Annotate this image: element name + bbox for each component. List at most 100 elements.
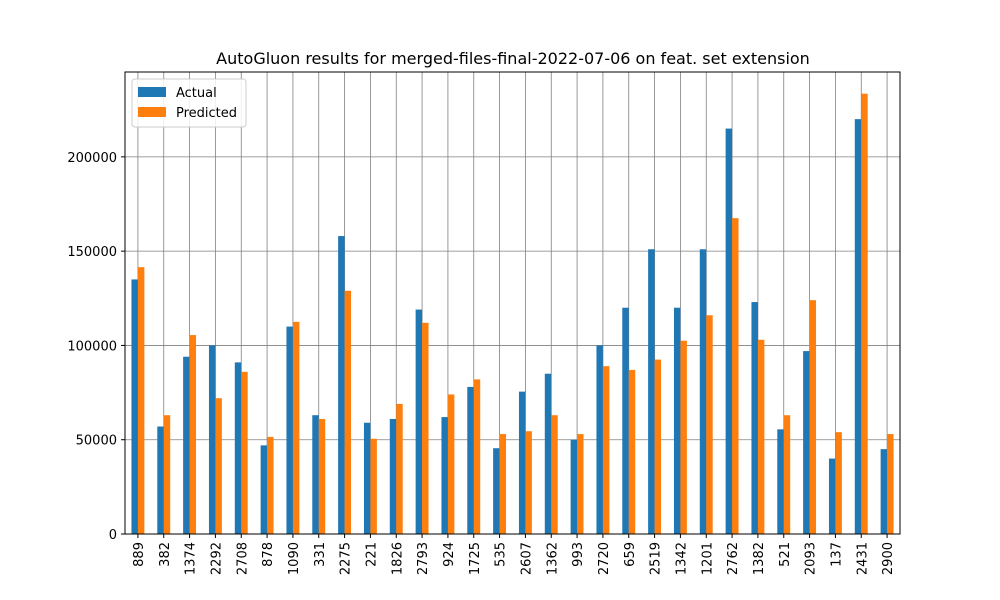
chart-title: AutoGluon results for merged-files-final… <box>216 49 810 68</box>
bar-actual <box>467 386 474 534</box>
bar-actual <box>596 345 603 534</box>
x-tick-label: 2607 <box>519 542 534 575</box>
bar-actual <box>777 429 784 534</box>
x-tick-label: 1826 <box>390 542 405 575</box>
x-tick-label: 137 <box>829 542 844 567</box>
bar-predicted <box>732 218 739 534</box>
bar-actual <box>338 236 345 535</box>
x-tick-label: 924 <box>442 542 457 567</box>
y-tick-label: 150000 <box>67 245 117 260</box>
bar-actual <box>363 422 371 534</box>
bar-actual <box>131 279 138 534</box>
bar-predicted <box>215 398 222 534</box>
bar-predicted <box>473 379 481 534</box>
bar-predicted <box>267 436 274 534</box>
bar-predicted <box>783 415 791 534</box>
bar-predicted <box>861 93 868 534</box>
x-tick-label: 1342 <box>674 542 689 575</box>
x-tick-label: 993 <box>571 542 586 567</box>
bar-predicted <box>525 431 532 534</box>
bar-predicted <box>344 290 352 534</box>
legend-label-actual: Actual <box>176 86 217 101</box>
bar-actual <box>751 302 758 534</box>
bar-actual <box>880 449 888 534</box>
legend: Actual Predicted <box>131 78 247 128</box>
y-tick-label: 50000 <box>76 434 117 449</box>
bar-actual <box>725 128 733 535</box>
bar-actual <box>389 418 397 534</box>
bar-actual <box>286 326 293 534</box>
bar-predicted <box>447 394 455 534</box>
bar-actual <box>415 309 423 534</box>
bar-predicted <box>577 434 584 534</box>
x-tick-label: 1374 <box>184 542 199 575</box>
bar-predicted <box>499 434 507 534</box>
x-tick-label: 1090 <box>287 542 302 575</box>
bar-predicted <box>422 322 429 534</box>
bar-actual <box>544 373 552 534</box>
bar-predicted <box>137 267 145 534</box>
bar-predicted <box>292 321 300 534</box>
x-tick-label: 2762 <box>726 542 741 575</box>
bar-predicted <box>318 418 326 534</box>
bar-predicted <box>706 315 713 534</box>
x-tick-label: 2720 <box>597 542 612 575</box>
bar-predicted <box>835 432 842 534</box>
bar-actual <box>518 391 526 534</box>
bar-predicted <box>654 359 662 534</box>
bar-actual <box>234 362 242 534</box>
bar-predicted <box>189 335 197 534</box>
bar-predicted <box>887 434 894 534</box>
bar-actual <box>828 458 836 534</box>
bar-actual <box>157 426 164 534</box>
x-tick-label: 889 <box>132 542 147 567</box>
y-tick-label: 0 <box>109 528 117 543</box>
bar-predicted <box>628 369 636 534</box>
x-tick-label: 331 <box>313 542 328 567</box>
x-tick-label: 1362 <box>545 542 560 575</box>
bar-predicted <box>370 438 377 534</box>
bar-actual <box>570 439 578 534</box>
x-tick-label: 2519 <box>649 542 664 575</box>
bar-predicted <box>163 415 171 534</box>
y-axis: 0 50000 100000 150000 200000 <box>67 151 125 543</box>
x-tick-label: 2275 <box>339 542 354 575</box>
x-tick-label: 659 <box>623 542 638 567</box>
bar-predicted <box>551 415 558 534</box>
x-tick-label: 2292 <box>209 542 224 575</box>
x-tick-label: 1382 <box>752 542 767 575</box>
bar-actual <box>441 417 448 534</box>
legend-label-predicted: Predicted <box>176 106 237 121</box>
bar-actual <box>312 415 319 534</box>
bar-predicted <box>396 403 403 534</box>
bar-actual <box>648 249 655 534</box>
bar-actual <box>699 249 707 534</box>
bar-actual <box>803 351 810 534</box>
legend-swatch-actual <box>138 87 166 97</box>
bars <box>131 93 894 535</box>
bar-predicted <box>757 339 765 534</box>
bar-predicted <box>809 300 817 534</box>
x-tick-label: 535 <box>494 542 509 567</box>
x-tick-label: 878 <box>261 542 276 567</box>
x-tick-label: 1725 <box>468 542 483 575</box>
bar-actual <box>622 307 629 534</box>
bar-actual <box>183 356 190 534</box>
bar-actual <box>260 445 268 534</box>
x-tick-label: 221 <box>364 542 379 567</box>
bar-actual <box>208 345 216 534</box>
x-axis: 889 382 1374 2292 2708 878 1090 331 2275 221 1826 2… <box>132 534 896 575</box>
y-tick-label: 200000 <box>67 151 117 166</box>
x-tick-label: 2900 <box>881 542 896 575</box>
bar-actual <box>854 119 862 535</box>
bar-predicted <box>680 340 687 534</box>
x-tick-label: 2793 <box>416 542 431 575</box>
bar-actual <box>673 307 681 534</box>
x-tick-label: 2431 <box>855 542 870 575</box>
bar-predicted <box>602 366 610 534</box>
x-tick-label: 2093 <box>804 542 819 575</box>
x-tick-label: 2708 <box>235 542 250 575</box>
y-tick-label: 100000 <box>67 339 117 354</box>
x-tick-label: 521 <box>778 542 793 567</box>
